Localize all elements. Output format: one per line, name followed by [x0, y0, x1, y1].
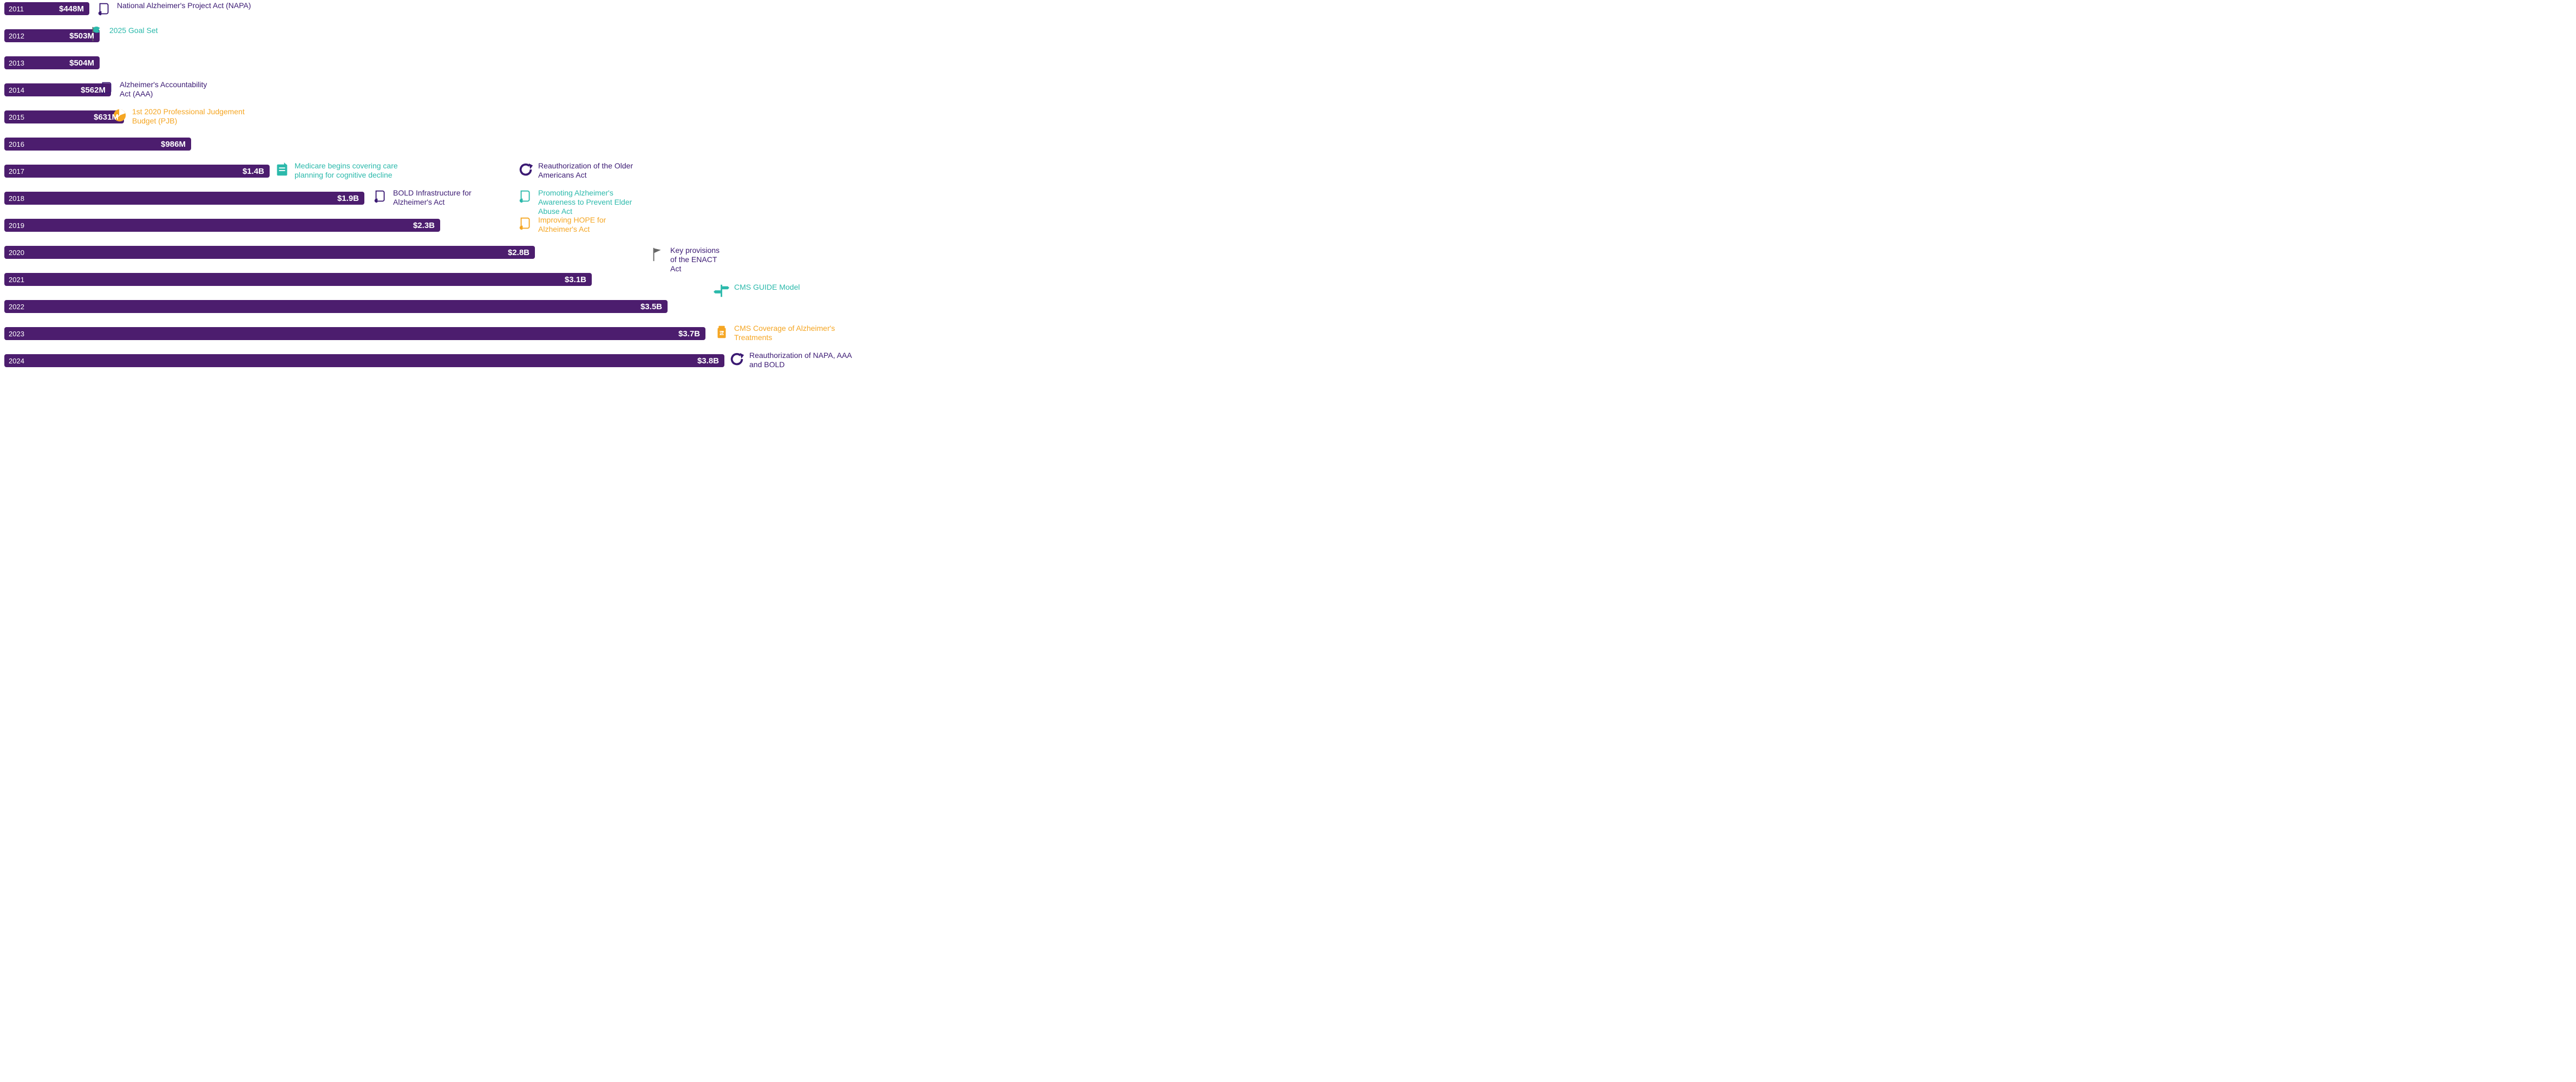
annotation: Improving HOPE for Alzheimer's Act [518, 216, 630, 234]
cycle-icon [729, 351, 745, 367]
value-label: $2.3B [413, 221, 435, 230]
year-label: 2017 [9, 167, 24, 175]
funding-bar-chart: 2011 $448M 2012 $503M 2013 $504M 2014 $562M 2015… [4, 2, 854, 367]
scroll-icon [518, 216, 534, 232]
bar-2012: 2012 $503M [4, 29, 100, 42]
annotation-text: National Alzheimer's Project Act (NAPA) [117, 1, 251, 10]
pill-icon: Rx [714, 324, 730, 340]
scroll-icon [518, 188, 534, 205]
annotation-text: Key provisions of the ENACT Act [670, 246, 724, 273]
bar-row-2022: 2022 $3.5B [4, 300, 854, 313]
annotation: Promoting Alzheimer's Awareness to Preve… [518, 188, 641, 216]
bar-2018: 2018 $1.9B [4, 192, 364, 205]
scroll-icon [96, 1, 113, 17]
value-label: $3.5B [640, 302, 662, 311]
year-label: 2024 [9, 357, 24, 365]
value-label: $2.8B [508, 248, 529, 257]
value-label: $3.8B [697, 356, 719, 366]
bar-2021: 2021 $3.1B [4, 273, 592, 286]
year-label: 2023 [9, 330, 24, 338]
bar-row-2019: 2019 $2.3B [4, 219, 854, 232]
year-label: 2022 [9, 303, 24, 311]
bar-2015: 2015 $631M [4, 110, 124, 123]
bar-2014: 2014 $562M [4, 83, 111, 96]
annotation-text: 2025 Goal Set [109, 26, 158, 35]
annotation-text: CMS GUIDE Model [734, 283, 800, 292]
value-label: $503M [69, 31, 94, 41]
annotation-text: Medicare begins covering care planning f… [295, 161, 419, 180]
annotation: Key provisions of the ENACT Act [650, 246, 724, 273]
bar-row-2020: 2020 $2.8B [4, 246, 854, 259]
bar-2023: 2023 $3.7B [4, 327, 705, 340]
annotation: Alzheimer's Accountability Act (AAA) [99, 80, 217, 99]
bar-2024: 2024 $3.8B [4, 354, 724, 367]
year-label: 2019 [9, 221, 24, 230]
bar-row-2016: 2016 $986M [4, 138, 854, 151]
annotation: Rx CMS Coverage of Alzheimer's Treatments [714, 324, 848, 342]
bar-2017: 2017 $1.4B [4, 165, 270, 178]
bar-2011: 2011 $448M [4, 2, 89, 15]
annotation-text: Reauthorization of the Older Americans A… [538, 161, 641, 180]
annotation-text: Improving HOPE for Alzheimer's Act [538, 216, 630, 234]
flag2-icon [650, 246, 666, 262]
annotation-text: BOLD Infrastructure for Alzheimer's Act [393, 188, 485, 207]
year-label: 2020 [9, 249, 24, 257]
value-label: $3.1B [565, 275, 586, 284]
value-label: $562M [81, 86, 106, 95]
annotation-text: Alzheimer's Accountability Act (AAA) [120, 80, 217, 99]
bar-2019: 2019 $2.3B [4, 219, 440, 232]
annotation: National Alzheimer's Project Act (NAPA) [96, 1, 251, 17]
sign-icon [714, 283, 730, 299]
year-label: 2014 [9, 86, 24, 94]
bar-2022: 2022 $3.5B [4, 300, 668, 313]
annotation: Medicare begins covering care planning f… [274, 161, 419, 180]
year-label: 2021 [9, 276, 24, 284]
year-label: 2012 [9, 32, 24, 40]
value-label: $631M [94, 113, 119, 122]
value-label: $448M [59, 4, 84, 14]
doc-icon [274, 161, 290, 178]
annotation-text: Reauthorization of NAPA, AAA and BOLD [749, 351, 854, 369]
bar-2020: 2020 $2.8B [4, 246, 535, 259]
annotation-text: Promoting Alzheimer's Awareness to Preve… [538, 188, 641, 216]
value-label: $986M [161, 140, 186, 149]
year-label: 2011 [9, 5, 24, 13]
annotation: CMS GUIDE Model [714, 283, 800, 299]
annotation: Reauthorization of the Older Americans A… [518, 161, 641, 180]
annotation-text: 1st 2020 Professional Judgement Budget (… [132, 107, 251, 126]
value-label: $3.7B [678, 329, 700, 338]
annotation: BOLD Infrastructure for Alzheimer's Act [372, 188, 485, 207]
annotation: 1st 2020 Professional Judgement Budget (… [112, 107, 251, 126]
annotation: Reauthorization of NAPA, AAA and BOLD [729, 351, 854, 369]
annotation-text: CMS Coverage of Alzheimer's Treatments [734, 324, 848, 342]
bar-row-2017: 2017 $1.4B [4, 165, 854, 178]
value-label: $1.9B [337, 194, 359, 203]
bar-row-2024: 2024 $3.8B [4, 354, 854, 367]
year-label: 2015 [9, 113, 24, 121]
annotation: 2025 Goal Set [89, 26, 158, 42]
svg-text:Rx: Rx [719, 331, 724, 336]
cycle-icon [518, 161, 534, 178]
year-label: 2018 [9, 194, 24, 203]
scroll-icon [372, 188, 389, 205]
year-label: 2016 [9, 140, 24, 148]
value-label: $1.4B [243, 167, 264, 176]
bar-2013: 2013 $504M [4, 56, 100, 69]
bar-2016: 2016 $986M [4, 138, 191, 151]
value-label: $504M [69, 58, 94, 68]
bar-row-2013: 2013 $504M [4, 56, 854, 69]
year-label: 2013 [9, 59, 24, 67]
